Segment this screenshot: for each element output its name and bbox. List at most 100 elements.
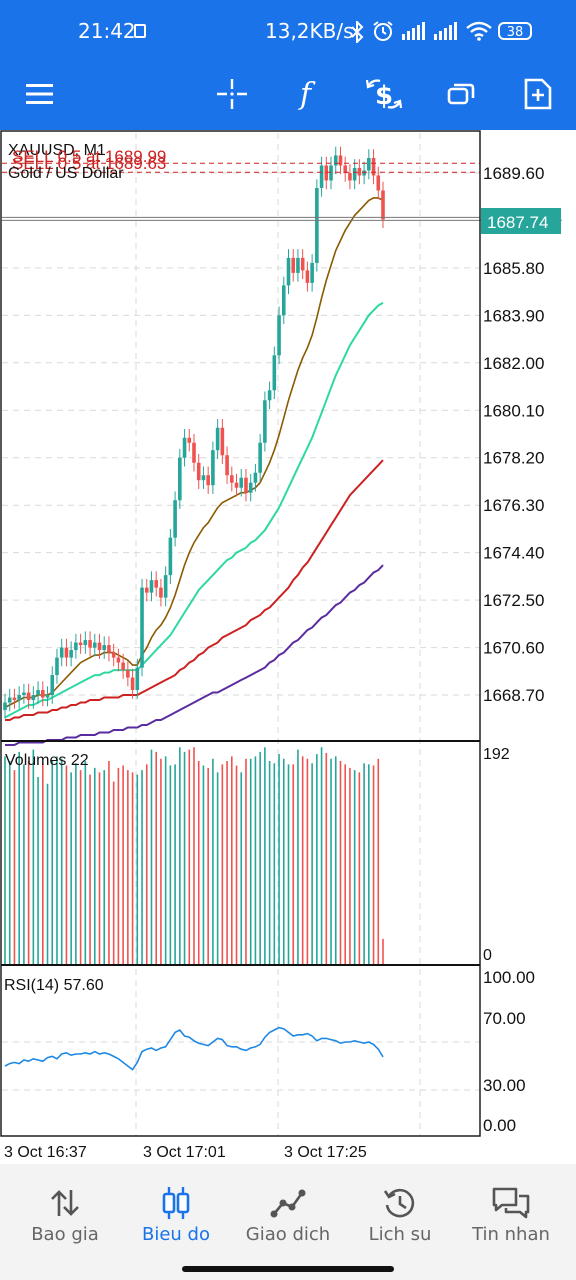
candle-body [352,167,357,181]
ma-slowest-line [5,564,384,746]
candle-body [291,257,296,273]
bluetooth-icon [351,21,364,43]
volumes-label: Volumes 22 [5,752,89,769]
chart-frame [0,130,481,1137]
candle [192,434,196,472]
candle-body [64,647,69,658]
candle [230,466,234,492]
candle [310,254,314,292]
chart-area[interactable]: XAUUSD, M1 SELL 0.5 at 1689.99 SELL 0.5 … [0,130,576,1164]
candle [45,686,50,707]
candle [258,434,262,482]
menu-icon[interactable] [16,70,64,118]
price-label-2: 1683.90 [483,306,544,325]
candle [135,658,140,699]
moving-averages [4,197,384,746]
candle [78,633,83,654]
time-label-2: 3 Oct 17:01 [143,1144,226,1161]
price-label-4: 1680.10 [483,401,544,420]
candle [324,156,329,190]
candle [239,468,244,497]
candle [168,528,173,584]
indicator-f-icon[interactable]: f [286,70,334,118]
candle-body [83,640,88,646]
candle-body [338,155,343,166]
candle-body [230,475,234,483]
candle [357,159,362,185]
trade-line-icon [270,1189,306,1218]
windows-icon[interactable] [437,70,485,118]
rsi-line [4,1026,384,1071]
candle-body [59,647,64,658]
candle [352,159,357,190]
candle-body [263,400,267,443]
rsi-axis: 100.00 70.00 30.00 0.00 [483,968,535,1135]
nav-messages-label: Tin nhan [472,1224,550,1245]
candle-body [163,575,168,598]
candle [343,156,347,182]
candle-body [201,475,206,481]
candle [381,181,385,229]
candle-body [130,677,135,691]
trade-dollar-icon[interactable]: $ [360,70,408,118]
candle [41,681,45,707]
price-label-3: 1682.00 [483,354,544,373]
candle [277,306,281,365]
candle [291,249,296,282]
candle-body [286,257,291,286]
nav-chart-label: Bieu do [142,1224,210,1245]
candle-body [381,190,385,220]
nav-history[interactable]: Lich su [344,1164,456,1254]
candle-body [41,690,45,698]
candle-body [319,165,324,188]
price-label-7: 1674.40 [483,544,544,563]
current-price-label: 1687.74 [487,213,548,232]
candle-body [343,165,347,173]
new-order-icon[interactable] [514,70,562,118]
home-indicator[interactable] [182,1266,394,1272]
candle-body [88,640,92,648]
candle-body [36,690,40,696]
candle-body [277,315,281,356]
network-speed: 13,2KB/s [265,19,354,43]
price-label-8: 1672.50 [483,591,544,610]
candle-body [102,645,107,651]
candle-body [22,692,26,696]
candle-body [149,580,154,593]
candle [59,638,64,667]
candle-body [92,642,97,648]
messages-chat-icon [492,1187,530,1219]
candle-body [126,670,130,678]
candle [83,631,88,654]
status-bar: 21:42 13,2KB/s 38 [0,0,576,64]
rsi-level-label-0: 100.00 [483,968,535,987]
candle-body [296,257,300,273]
nav-quotes[interactable]: Bao gia [9,1164,121,1254]
candle [107,636,111,662]
candle-body [310,262,314,283]
rsi-level-label-3: 0.00 [483,1116,516,1135]
bottom-navigation: Bao gia Bieu do Giao dich Lich su Tin nh… [0,1164,576,1254]
candle-body [272,355,277,391]
candle [111,643,116,667]
candle-body [69,650,73,658]
candle [159,578,163,607]
nav-chart[interactable]: Bieu do [120,1164,232,1254]
chart-canvas[interactable]: XAUUSD, M1 SELL 0.5 at 1689.99 SELL 0.5 … [0,130,576,1164]
nav-messages[interactable]: Tin nhan [455,1164,567,1254]
candle [333,146,338,175]
chart-grid [2,133,480,1136]
ma-mid-line [4,302,384,719]
candle-body [74,642,78,651]
alarm-icon [373,21,393,41]
nav-trade[interactable]: Giao dich [232,1164,344,1254]
candle-body [244,477,248,493]
candle-body [45,695,50,698]
crosshair-icon[interactable] [208,70,256,118]
signal-icon-1 [402,22,425,40]
candle [88,631,92,657]
candle-body [192,442,196,463]
candle-body [187,437,192,443]
candle-body [140,587,144,668]
rsi-level-label-1: 70.00 [483,1009,526,1028]
